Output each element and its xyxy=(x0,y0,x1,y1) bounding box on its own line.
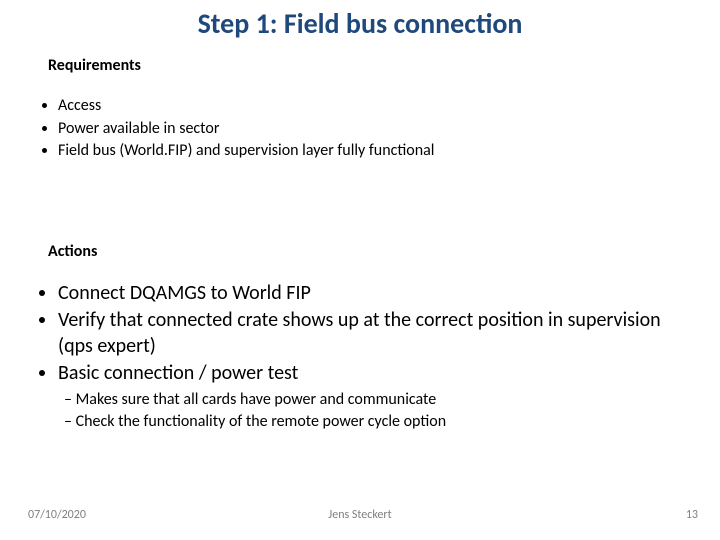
actions-heading: Actions xyxy=(48,242,97,261)
requirements-heading: Requirements xyxy=(48,56,141,75)
sub-list-item: Check the functionality of the remote po… xyxy=(80,412,680,433)
sub-list-item: Makes sure that all cards have power and… xyxy=(80,390,680,411)
footer: 07/10/2020 Jens Steckert 13 xyxy=(0,508,720,526)
slide-title: Step 1: Field bus connection xyxy=(0,6,720,41)
list-item: Basic connection / power test Makes sure… xyxy=(58,360,680,433)
requirements-list: Access Power available in sector Field b… xyxy=(12,95,680,163)
footer-page: 13 xyxy=(686,508,698,522)
actions-list: Connect DQAMGS to World FIP Verify that … xyxy=(12,280,680,439)
list-item: Field bus (World.FIP) and supervision la… xyxy=(58,140,680,162)
sub-list: Makes sure that all cards have power and… xyxy=(58,390,680,433)
list-item-text: Basic connection / power test xyxy=(58,361,298,385)
list-item: Power available in sector xyxy=(58,118,680,140)
footer-author: Jens Steckert xyxy=(0,508,720,522)
list-item: Access xyxy=(58,95,680,117)
list-item: Verify that connected crate shows up at … xyxy=(58,307,680,359)
list-item: Connect DQAMGS to World FIP xyxy=(58,280,680,306)
slide: Step 1: Field bus connection Requirement… xyxy=(0,0,720,540)
